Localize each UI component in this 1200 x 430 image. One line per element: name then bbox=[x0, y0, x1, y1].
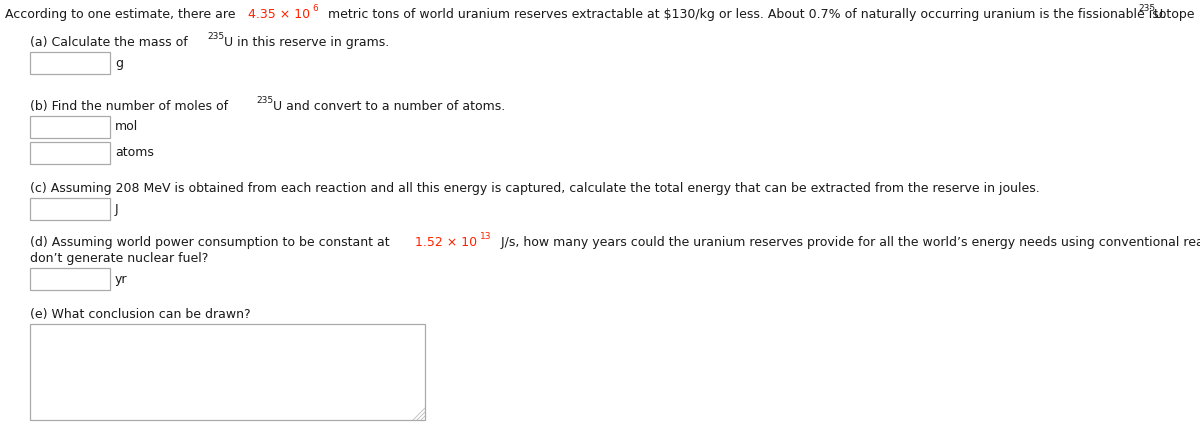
Text: yr: yr bbox=[115, 273, 127, 286]
Text: don’t generate nuclear fuel?: don’t generate nuclear fuel? bbox=[30, 252, 209, 265]
Text: (d) Assuming world power consumption to be constant at: (d) Assuming world power consumption to … bbox=[30, 236, 394, 249]
Text: (a) Calculate the mass of: (a) Calculate the mass of bbox=[30, 36, 192, 49]
Text: (b) Find the number of moles of: (b) Find the number of moles of bbox=[30, 100, 232, 113]
Text: 1.52 × 10: 1.52 × 10 bbox=[415, 236, 478, 249]
Text: 4.35 × 10: 4.35 × 10 bbox=[248, 8, 310, 21]
Text: 235: 235 bbox=[256, 96, 274, 105]
Text: (e) What conclusion can be drawn?: (e) What conclusion can be drawn? bbox=[30, 308, 251, 321]
Text: 235: 235 bbox=[208, 32, 224, 41]
Bar bbox=[30, 52, 110, 74]
Bar bbox=[30, 324, 425, 420]
Text: U and convert to a number of atoms.: U and convert to a number of atoms. bbox=[274, 100, 505, 113]
Text: 6: 6 bbox=[312, 4, 318, 13]
Text: J/s, how many years could the uranium reserves provide for all the world’s energ: J/s, how many years could the uranium re… bbox=[497, 236, 1200, 249]
Text: g: g bbox=[115, 56, 124, 70]
Bar bbox=[30, 142, 110, 164]
Text: U.: U. bbox=[1154, 8, 1168, 21]
Text: mol: mol bbox=[115, 120, 138, 133]
Text: (c) Assuming 208 MeV is obtained from each reaction and all this energy is captu: (c) Assuming 208 MeV is obtained from ea… bbox=[30, 182, 1039, 195]
Text: 235: 235 bbox=[1138, 4, 1156, 13]
Text: U in this reserve in grams.: U in this reserve in grams. bbox=[224, 36, 389, 49]
Text: 13: 13 bbox=[480, 232, 492, 241]
Text: atoms: atoms bbox=[115, 147, 154, 160]
Bar bbox=[30, 198, 110, 220]
Bar bbox=[30, 268, 110, 290]
Text: According to one estimate, there are: According to one estimate, there are bbox=[5, 8, 240, 21]
Text: J: J bbox=[115, 203, 119, 215]
Bar bbox=[30, 116, 110, 138]
Text: metric tons of world uranium reserves extractable at $130/kg or less. About 0.7%: metric tons of world uranium reserves ex… bbox=[324, 8, 1199, 21]
